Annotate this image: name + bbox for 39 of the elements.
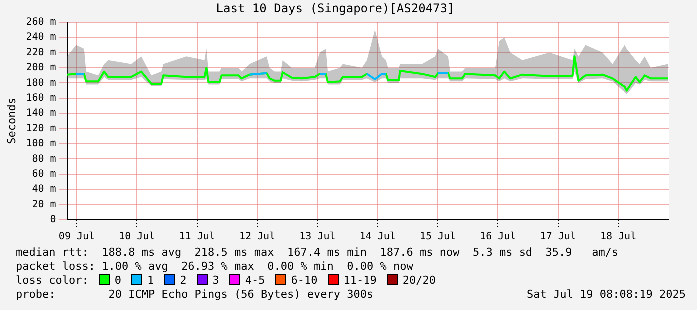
legend-label: 20/20 (402, 274, 436, 287)
y-tick-label: 140 m (26, 108, 56, 120)
text: Sat Jul 19 08:08:19 2025 (527, 288, 686, 302)
legend-label: 6-10 (291, 274, 318, 287)
x-tick-label: 10 Jul (119, 232, 156, 243)
legend-label: 11-19 (344, 274, 377, 287)
x-tick-label: 17 Jul (540, 232, 576, 243)
legend-label: 4-5 (245, 274, 266, 287)
legend-title: loss color: (16, 274, 89, 287)
legend-label: 2 (180, 274, 187, 287)
x-tick-label: 12 Jul (239, 232, 276, 243)
y-tick-label: 100 m (26, 138, 56, 150)
text: packet loss: 1.00 % avg 26.93 % max 0.00 % min 0.00 % now (16, 260, 414, 274)
y-axis-title: Seconds (5, 98, 18, 144)
x-tick-label: 13 Jul (300, 232, 336, 243)
y-tick-label: 40 m (32, 184, 56, 196)
y-tick-label: 240 m (26, 32, 56, 44)
text: probe: 20 ICMP Echo Pings (56 Bytes) every 300s (16, 288, 374, 301)
x-tick-label: 16 Jul (480, 232, 516, 243)
chart-title: Last 10 Days (Singapore)[AS20473] (216, 1, 455, 16)
y-tick-label: 0 (50, 214, 56, 226)
legend-label: 3 (212, 274, 220, 287)
text: median rtt: 188.8 ms avg 218.5 ms max 167.4 ms min 187.6 ms now 5.3 ms sd 35.9 am/s (16, 246, 620, 260)
x-tick-label: 18 Jul (600, 232, 637, 243)
y-tick-label: 120 m (26, 123, 56, 134)
x-tick-label: 14 Jul (360, 232, 396, 243)
y-tick-label: 160 m (26, 92, 56, 104)
y-tick-label: 20 m (32, 199, 56, 210)
y-tick-label: 80 m (32, 154, 56, 165)
legend-label: 0 (114, 274, 122, 287)
y-tick-label: 60 m (32, 168, 56, 180)
y-tick-label: 180 m (26, 78, 56, 89)
x-tick-label: 15 Jul (420, 232, 456, 243)
legend-label: 1 (147, 274, 154, 287)
x-tick-label: 09 Jul (58, 232, 96, 243)
y-tick-label: 220 m (26, 47, 56, 58)
y-tick-label: 200 m (26, 62, 56, 74)
y-tick-label: 260 m (26, 16, 56, 28)
x-tick-label: 11 Jul (179, 232, 216, 243)
